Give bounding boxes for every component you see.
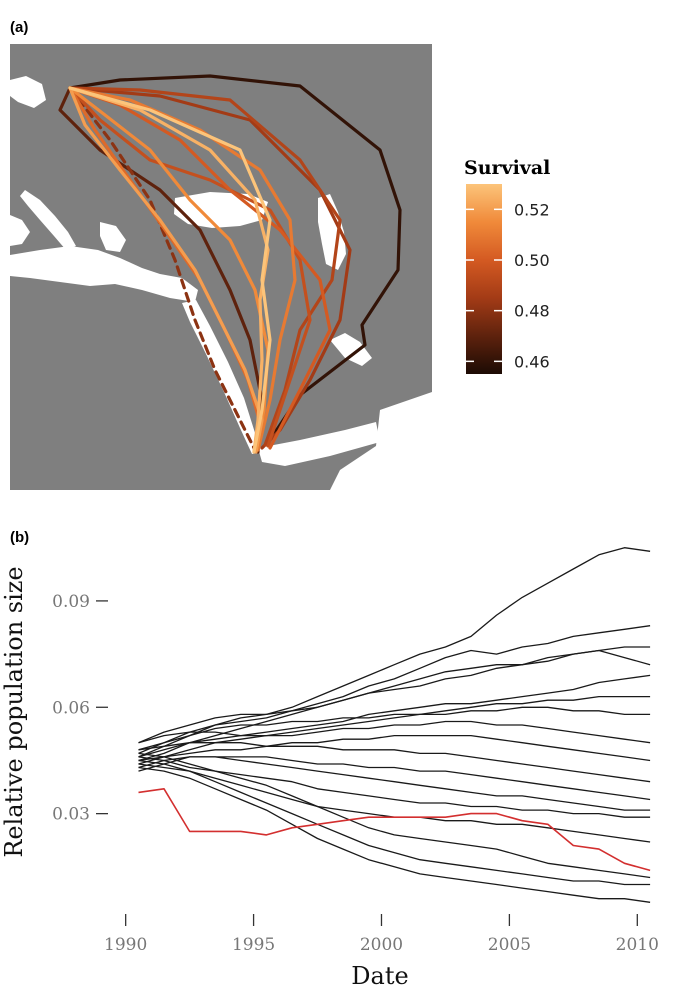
series-line [138, 547, 651, 758]
panel-b-label: (b) [10, 529, 29, 546]
migration-route [68, 86, 270, 454]
series-line [138, 720, 651, 744]
series-line [138, 756, 651, 818]
series-line [138, 734, 651, 762]
y-tick-label: 0.03 [52, 805, 90, 825]
legend-tick-label: 0.48 [514, 302, 550, 321]
y-axis: 0.03 0.06 0.09 [52, 592, 108, 825]
y-axis-label: Relative population size [0, 566, 28, 857]
migration-route [68, 86, 272, 454]
legend-colorbar [466, 184, 502, 374]
x-tick-label: 1995 [232, 935, 275, 955]
x-tick-label: 2010 [616, 935, 659, 955]
series-line [138, 766, 651, 903]
migration-route [68, 74, 402, 442]
y-tick-label: 0.09 [52, 592, 90, 612]
series-lines [138, 547, 651, 903]
legend-tick-label: 0.52 [514, 200, 550, 219]
legend-title: Survival [464, 157, 550, 179]
x-axis: 1990 1995 2000 2005 2010 [104, 914, 659, 955]
series-line [138, 756, 651, 811]
population-chart: 0.03 0.06 0.09 1990 1995 2000 2005 2010 Relati… [0, 547, 659, 990]
series-line-highlight [138, 788, 651, 872]
map-sea [10, 76, 432, 490]
panel-a-label: (a) [10, 19, 28, 36]
series-line [138, 759, 651, 886]
series-line [138, 625, 651, 751]
x-axis-label: Date [351, 962, 408, 990]
migration-route [68, 86, 264, 454]
migration-route [68, 86, 332, 450]
series-line [138, 706, 651, 754]
series-line [138, 649, 651, 744]
legend-tick-label: 0.46 [514, 352, 550, 371]
migration-route [68, 86, 312, 448]
series-line [138, 674, 651, 758]
y-tick-label: 0.06 [52, 698, 90, 718]
migration-route [68, 86, 342, 447]
migration-route [68, 86, 257, 452]
migration-route [58, 86, 264, 454]
series-line [138, 695, 651, 765]
legend-tick-label: 0.50 [514, 251, 550, 270]
x-tick-label: 2005 [488, 935, 531, 955]
x-tick-label: 1990 [104, 935, 147, 955]
x-tick-label: 2000 [360, 935, 403, 955]
map-panel [10, 44, 432, 490]
survival-legend: Survival 0.52 0.50 0.48 0.46 [464, 157, 550, 374]
series-line [138, 752, 651, 879]
series-line [138, 756, 651, 801]
legend-ticks: 0.52 0.50 0.48 0.46 [466, 200, 550, 371]
migration-route [68, 86, 352, 450]
migration-routes [58, 74, 402, 454]
series-line [138, 742, 651, 783]
